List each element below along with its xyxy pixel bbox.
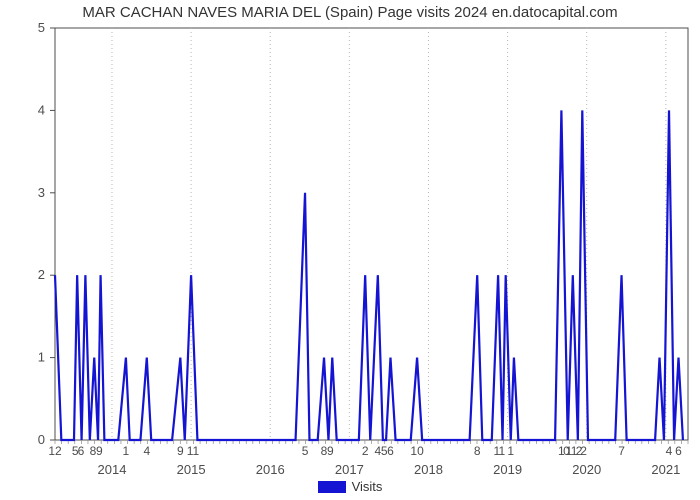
legend-swatch bbox=[318, 481, 346, 493]
svg-text:1: 1 bbox=[38, 350, 45, 365]
svg-text:0: 0 bbox=[38, 432, 45, 447]
legend: Visits bbox=[0, 478, 700, 494]
svg-text:4: 4 bbox=[38, 102, 45, 117]
svg-text:12: 12 bbox=[48, 444, 62, 458]
svg-text:1: 1 bbox=[499, 444, 506, 458]
svg-text:11: 11 bbox=[187, 444, 200, 458]
svg-text:6: 6 bbox=[387, 444, 394, 458]
svg-text:6: 6 bbox=[78, 444, 85, 458]
svg-text:2015: 2015 bbox=[177, 462, 206, 477]
svg-text:2019: 2019 bbox=[493, 462, 522, 477]
svg-text:2: 2 bbox=[580, 444, 587, 458]
legend-label: Visits bbox=[352, 479, 383, 494]
svg-text:5: 5 bbox=[38, 20, 45, 35]
svg-text:2020: 2020 bbox=[572, 462, 601, 477]
svg-text:2018: 2018 bbox=[414, 462, 443, 477]
svg-text:1: 1 bbox=[507, 444, 514, 458]
svg-text:2014: 2014 bbox=[98, 462, 127, 477]
svg-text:10: 10 bbox=[410, 444, 424, 458]
svg-text:6: 6 bbox=[675, 444, 682, 458]
svg-text:4: 4 bbox=[143, 444, 150, 458]
svg-text:2: 2 bbox=[38, 267, 45, 282]
svg-text:2: 2 bbox=[362, 444, 369, 458]
svg-text:9: 9 bbox=[327, 444, 334, 458]
svg-text:9: 9 bbox=[177, 444, 184, 458]
svg-text:2017: 2017 bbox=[335, 462, 364, 477]
svg-text:3: 3 bbox=[38, 185, 45, 200]
line-chart: 0123452014201520162017201820192020202112… bbox=[0, 0, 700, 500]
svg-text:9: 9 bbox=[96, 444, 103, 458]
svg-text:1: 1 bbox=[123, 444, 130, 458]
svg-text:2016: 2016 bbox=[256, 462, 285, 477]
svg-text:5: 5 bbox=[302, 444, 309, 458]
svg-text:4: 4 bbox=[666, 444, 673, 458]
svg-text:7: 7 bbox=[618, 444, 625, 458]
svg-text:8: 8 bbox=[474, 444, 481, 458]
svg-text:2021: 2021 bbox=[651, 462, 680, 477]
